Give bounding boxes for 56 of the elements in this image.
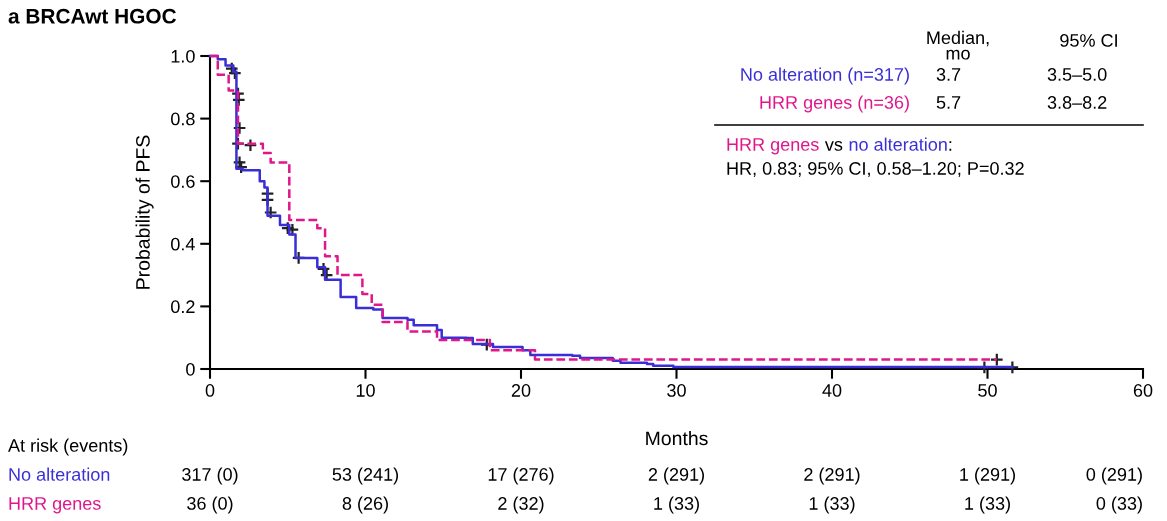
text: 2 (291): [804, 467, 860, 485]
text: 1 (33): [809, 496, 855, 514]
point: [1005, 360, 1020, 375]
x-axis-title: Months: [646, 430, 708, 446]
y-axis-title: Probability of PFS: [135, 135, 154, 289]
point: [232, 121, 247, 135]
y-tick-label: 1.0: [171, 49, 195, 63]
text: HRR genes: [9, 497, 101, 514]
text: 317 (0): [182, 467, 238, 485]
text: 8 (26): [342, 496, 388, 514]
text: 2 (32): [498, 496, 544, 514]
chart-title: a BRCAwt HGOC: [8, 8, 177, 24]
point: [989, 352, 1004, 367]
x-tick-label: 0: [205, 384, 215, 397]
y-tick-label: 0.8: [171, 112, 195, 126]
text: 2 (291): [648, 467, 704, 485]
annotation: :: [949, 141, 952, 151]
point: [479, 337, 494, 352]
point: [316, 261, 331, 276]
x-tick-label: 30: [667, 384, 686, 397]
text: 53 (241): [332, 467, 399, 485]
text: At risk (events): [8, 438, 128, 456]
y-tick-label: 0: [186, 362, 195, 376]
y-tick-label: 0.6: [171, 175, 195, 188]
text: 95% CI: [1060, 34, 1117, 47]
point: [231, 92, 246, 107]
y-tick-label: 0.2: [171, 300, 195, 314]
text: No alteration: [9, 467, 110, 481]
text: 0 (291): [1086, 467, 1142, 485]
text: 0 (33): [1096, 496, 1142, 514]
annotation: no alteration: [849, 137, 947, 151]
point: [243, 138, 258, 153]
annotation: 3.5–5.0: [1047, 68, 1107, 81]
annotation: HRR genes (n=36): [760, 95, 909, 113]
point: [263, 205, 278, 220]
text: 1 (33): [654, 496, 699, 514]
annotation: No alteration (n=317): [741, 67, 909, 85]
point: [977, 360, 992, 375]
annotation: 3.8–8.2: [1047, 96, 1107, 109]
x-tick-label: 10: [356, 384, 375, 397]
x-tick-label: 40: [822, 384, 842, 397]
text: 36 (0): [187, 496, 233, 514]
point: [227, 66, 242, 81]
y-tick-label: 0.4: [171, 237, 195, 251]
annotation: vs: [824, 140, 843, 151]
x-tick-label: 60: [1133, 384, 1153, 397]
annotation: HRR genes: [727, 138, 819, 155]
text: 1 (33): [965, 496, 1010, 514]
x-tick-label: 50: [978, 384, 997, 397]
annotation: 3.7: [936, 68, 961, 81]
text: 1 (291): [960, 467, 1015, 485]
annotation: 5.7: [936, 96, 961, 109]
annotation: HR, 0.83; 95% CI, 0.58–1.20; P=0.32: [727, 162, 1024, 177]
annotation: Median, mo: [927, 30, 989, 60]
text: 17 (276): [488, 467, 554, 485]
x-tick-label: 20: [511, 384, 531, 397]
